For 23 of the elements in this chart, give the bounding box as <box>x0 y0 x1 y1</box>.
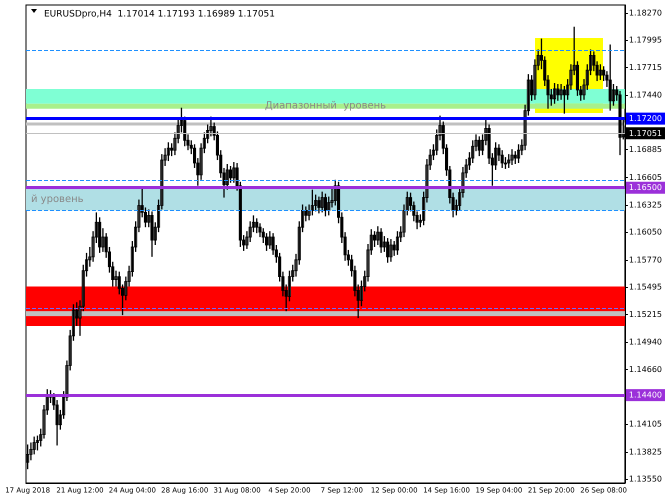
y-tick-label: 1.14105 <box>628 420 662 429</box>
y-tick-label: 1.16050 <box>628 228 662 237</box>
y-tick-label: 1.14660 <box>628 364 662 374</box>
y-tick-label: 1.15215 <box>628 310 662 320</box>
band-label: Диапазонный уровень <box>264 100 386 112</box>
y-tick-label: 1.16325 <box>628 200 662 210</box>
y-tick-label: 1.17995 <box>628 36 662 45</box>
ref-line-label: 1.17200 <box>628 114 662 124</box>
band-label: й уровень <box>31 194 84 206</box>
y-tick-label: 1.17440 <box>628 90 662 100</box>
y-tick-label: 1.15770 <box>628 255 662 264</box>
y-tick-label: 1.13550 <box>628 474 662 484</box>
ref-line-label: 1.16500 <box>628 183 662 192</box>
y-tick-label: 1.14940 <box>628 337 662 346</box>
y-tick-label: 1.18270 <box>628 8 662 18</box>
text: EURUSDpro,H4 1.17014 1.17193 1.16989 1.17051 <box>44 10 276 20</box>
y-tick-label: 1.16605 <box>628 172 662 182</box>
y-tick-label: 1.15495 <box>628 282 662 292</box>
ref-line-label: 1.14400 <box>628 390 662 400</box>
ref-line-label: 1.17051 <box>628 128 662 138</box>
y-tick-label: 1.17715 <box>628 63 662 72</box>
y-tick-label: 1.16885 <box>628 145 662 154</box>
y-tick-label: 1.13825 <box>628 447 662 456</box>
